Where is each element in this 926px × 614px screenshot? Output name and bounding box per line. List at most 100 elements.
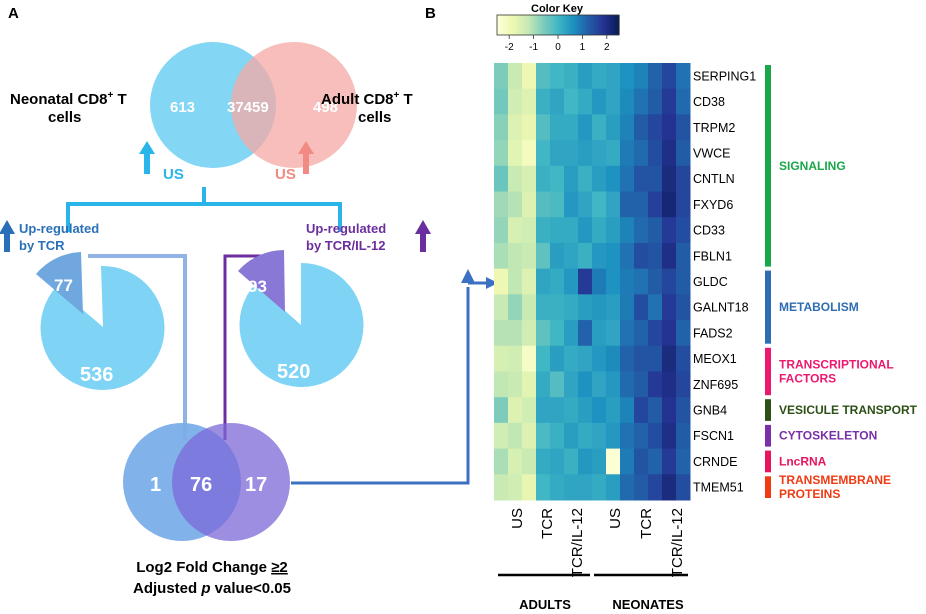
heatmap-cell [522, 165, 537, 193]
category-bar [765, 476, 771, 498]
heatmap-cell [662, 294, 677, 321]
color-key-step [585, 15, 588, 35]
heatmap-cell [606, 474, 621, 501]
heatmap-cell [634, 63, 649, 90]
heatmap-cell [536, 345, 551, 372]
heatmap-cell [676, 165, 691, 193]
heatmap-cell [676, 371, 691, 398]
heatmap-cell [620, 88, 635, 115]
color-key-step [569, 15, 572, 35]
heatmap-cell [494, 165, 509, 193]
gene-label: FADS2 [693, 326, 733, 340]
heatmap-cell [634, 345, 649, 372]
heatmap-cell [592, 114, 607, 141]
heatmap-cell [550, 371, 565, 398]
color-key-step [517, 15, 520, 35]
color-key-step [577, 15, 580, 35]
color-key-step [613, 15, 616, 35]
heatmap-cell [648, 474, 663, 501]
tcr-slice-count: 77 [54, 276, 73, 295]
heatmap-cell [522, 320, 537, 347]
color-key-title: Color Key [531, 3, 584, 15]
heatmap-cell [620, 63, 635, 90]
color-key-step [499, 15, 502, 35]
heatmap-cell [606, 165, 621, 193]
heatmap-cell [494, 140, 509, 167]
heatmap-cell [536, 217, 551, 244]
heatmap-cell [578, 165, 593, 193]
heatmap-cell [662, 397, 677, 424]
heatmap-cell [494, 474, 509, 501]
heatmap-cell [522, 114, 537, 141]
heatmap-cell [522, 397, 537, 424]
heatmap-cell [606, 294, 621, 321]
color-key-step [523, 15, 526, 35]
heatmap-cell [662, 345, 677, 372]
heatmap-cell [634, 422, 649, 450]
top-venn: 613 37459 498 [150, 42, 357, 168]
heatmap-cell [536, 397, 551, 424]
color-key-step [527, 15, 530, 35]
color-key-step [609, 15, 612, 35]
column-label: US [509, 508, 526, 529]
heatmap-cell [592, 294, 607, 321]
heatmap-cell [536, 242, 551, 270]
heatmap-cell [536, 422, 551, 450]
heatmap-cell [662, 448, 677, 475]
heatmap-cell [620, 397, 635, 424]
color-key-step [579, 15, 582, 35]
gene-label: SERPING1 [693, 69, 756, 83]
heatmap-cell [620, 345, 635, 372]
heatmap-cell [606, 320, 621, 347]
column-label: TCR/IL-12 [669, 508, 686, 577]
color-key-step [595, 15, 598, 35]
color-key-step [593, 15, 596, 35]
color-key-step [511, 15, 514, 35]
heatmap-cell [508, 63, 523, 90]
heatmap-cell [606, 448, 621, 475]
tcr-pie-slice [36, 252, 83, 314]
category-label: VESICULE TRANSPORT [779, 403, 918, 417]
heatmap-cell [662, 422, 677, 450]
heatmap-cell [648, 448, 663, 475]
heatmap-cell [592, 63, 607, 90]
il12-rest-count: 520 [277, 361, 310, 383]
heatmap-cell [550, 191, 565, 218]
heatmap-cell [592, 217, 607, 244]
category-label: SIGNALING [779, 159, 846, 173]
heatmap-cell [550, 448, 565, 475]
heatmap-cell [634, 268, 649, 295]
adult-label: Adult CD8+ T [321, 90, 413, 108]
color-key-tick-label: 2 [604, 42, 610, 53]
category-label: FACTORS [779, 372, 836, 386]
color-key-step [543, 15, 546, 35]
il12-pie: 93 520 [238, 250, 364, 387]
heatmap-cell [522, 371, 537, 398]
heatmap-cell [494, 371, 509, 398]
color-key-step [603, 15, 606, 35]
heatmap-cell [578, 397, 593, 424]
heatmap-cell [676, 217, 691, 244]
color-key-step [535, 15, 538, 35]
gene-label: CRNDE [693, 455, 737, 469]
heatmap-cell [634, 140, 649, 167]
heatmap-cell [564, 268, 579, 295]
neonatal-us-arrow-icon [139, 141, 155, 174]
color-key-step [541, 15, 544, 35]
heatmap-cell [592, 397, 607, 424]
gene-label: TRPM2 [693, 121, 735, 135]
criteria-line1: Log2 Fold Change ≥2 [136, 559, 288, 576]
color-key-step [573, 15, 576, 35]
color-key-step [509, 15, 512, 35]
heatmap-cell [494, 397, 509, 424]
heatmap-cell [564, 448, 579, 475]
heatmap-cell [676, 268, 691, 295]
category-label: TRANSMEMBRANE [779, 473, 891, 487]
heatmap-cell [508, 88, 523, 115]
category-bar [765, 450, 771, 473]
gene-label: FXYD6 [693, 198, 733, 212]
heatmap-cell [676, 88, 691, 115]
heatmap-cell [648, 422, 663, 450]
heatmap-cell [592, 191, 607, 218]
color-key-step [615, 15, 618, 35]
